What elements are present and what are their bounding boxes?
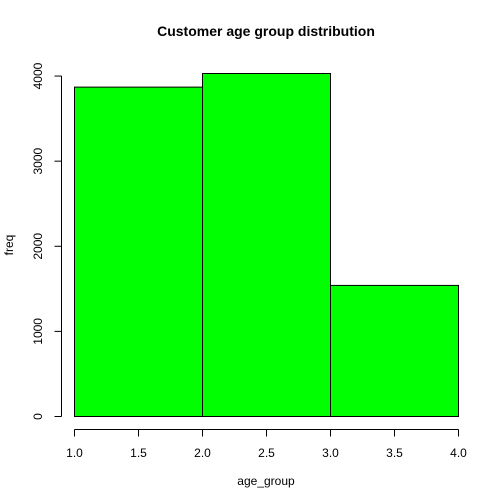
y-tick-label-1: 0 <box>31 413 45 420</box>
histogram-bar-2 <box>202 73 331 417</box>
y-tick-label-3: 2000 <box>31 233 45 260</box>
bars-group <box>74 73 459 418</box>
y-axis: 0 1000 2000 3000 4000 <box>31 62 62 420</box>
x-axis: 1.0 1.5 2.0 2.5 3.0 3.5 4.0 <box>66 429 467 460</box>
x-tick-label-2: 1.5 <box>130 446 147 460</box>
y-axis-label: freq <box>2 235 16 256</box>
x-axis-label: age_group <box>237 474 295 488</box>
y-tick-label-2: 1000 <box>31 318 45 345</box>
x-tick-label-7: 4.0 <box>450 446 467 460</box>
x-tick-label-3: 2.0 <box>194 446 211 460</box>
x-tick-label-6: 3.5 <box>386 446 403 460</box>
y-tick-label-4: 3000 <box>31 147 45 174</box>
histogram-bar-3 <box>330 284 459 417</box>
y-tick-label-5: 4000 <box>31 62 45 89</box>
x-tick-label-5: 3.0 <box>322 446 339 460</box>
chart-title: Customer age group distribution <box>157 23 375 39</box>
x-tick-label-4: 2.5 <box>258 446 275 460</box>
x-tick-label-1: 1.0 <box>66 446 83 460</box>
histogram-bar-1 <box>74 86 203 418</box>
